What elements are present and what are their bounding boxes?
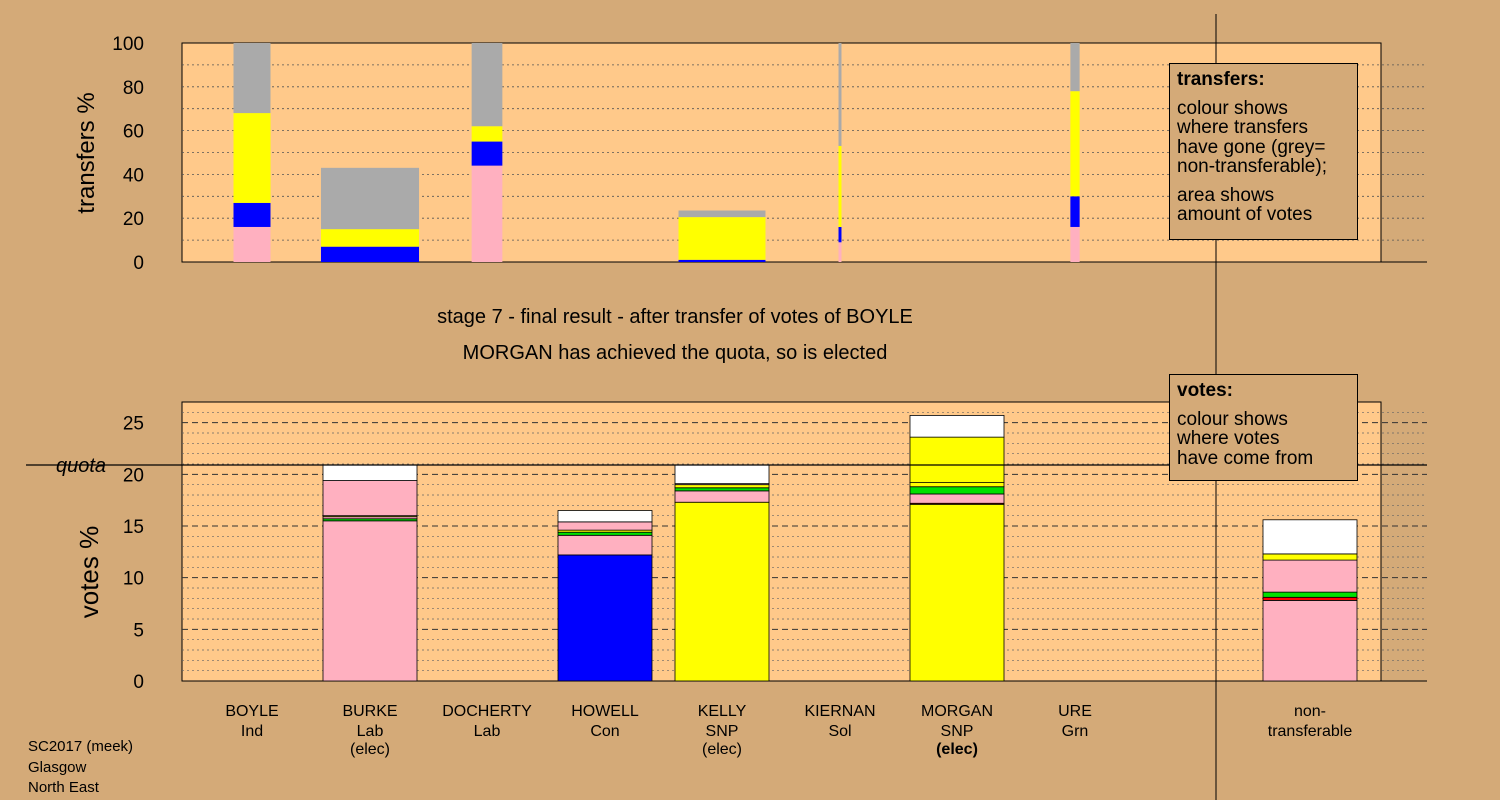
votes-y-axis-label: votes % [74, 526, 104, 619]
votes-y-tick: 10 [123, 569, 144, 590]
vote-bar-segment [557, 531, 653, 536]
candidate-party-label: SNP [706, 723, 739, 740]
candidate-name-label: HOWELL [571, 703, 639, 720]
transfer-bar-segment [320, 229, 420, 247]
vote-bar-segment [1262, 596, 1358, 601]
transfers-y-tick: 0 [133, 253, 144, 274]
candidate-name-label: KIERNAN [804, 703, 875, 720]
nontransferable-label-line-1: non- [1294, 703, 1326, 720]
legend-transfers-title: transfers: [1177, 69, 1265, 90]
vote-bar-segment [909, 436, 1005, 483]
transfer-bar-segment [678, 217, 766, 260]
candidate-status-label: (elec) [702, 741, 742, 758]
transfer-bar-segment [233, 43, 271, 114]
candidate-name-label: KELLY [698, 703, 747, 720]
transfers-y-tick: 20 [123, 209, 144, 230]
candidate-name-label: URE [1058, 703, 1092, 720]
candidate-party-label: Con [590, 723, 619, 740]
legend-votes-text-1: colour shows where votes have come from [1177, 408, 1314, 469]
vote-bar-segment [674, 487, 770, 492]
vote-bar-segment [557, 534, 653, 556]
legend-transfers-text-2: area shows amount of votes [1177, 184, 1313, 225]
vote-bar-segment [674, 464, 770, 485]
transfers-y-tick: 60 [123, 122, 144, 143]
candidate-party-label: Lab [357, 723, 384, 740]
legend-votes: votes: colour shows where votes have com… [1169, 374, 1358, 481]
vote-bar-segment [909, 493, 1005, 504]
footer-info: SC2017 (meek) Glasgow North East [28, 737, 133, 799]
stage-caption: stage 7 - final result - after transfer … [437, 306, 913, 328]
vote-bar-segment [557, 521, 653, 531]
transfer-bar-segment [471, 141, 503, 166]
vote-bar-segment [322, 520, 418, 682]
votes-y-tick: 20 [123, 465, 144, 486]
vote-bar-segment [557, 554, 653, 682]
transfer-bar-segment [1070, 196, 1080, 227]
votes-y-tick: 15 [123, 517, 144, 538]
candidate-party-label: SNP [941, 723, 974, 740]
transfer-bar-segment [233, 113, 271, 203]
candidate-party-label: Sol [828, 723, 851, 740]
transfer-bar-segment [471, 126, 503, 142]
transfer-bar-segment [678, 259, 766, 262]
footer-line-2: Glasgow [28, 758, 87, 776]
legend-votes-title: votes: [1177, 380, 1233, 401]
votes-y-tick: 25 [123, 414, 144, 435]
transfer-bar-segment [1070, 226, 1080, 262]
candidate-party-label: Grn [1062, 723, 1089, 740]
transfer-bar-segment [233, 226, 271, 262]
transfer-bar-segment [838, 242, 842, 262]
vote-bar-segment [909, 486, 1005, 495]
vote-bar-segment [909, 503, 1005, 682]
vote-bar-segment [674, 490, 770, 503]
candidate-status-label: (elec) [350, 741, 390, 758]
legend-transfers: transfers: colour shows where transfers … [1169, 63, 1358, 240]
transfer-bar-segment [678, 210, 766, 218]
transfers-y-axis-label: transfers % [73, 92, 100, 213]
vote-bar-segment [557, 510, 653, 523]
vote-bar-segment [909, 482, 1005, 488]
votes-y-tick: 5 [133, 620, 144, 641]
votes-y-tick: 0 [133, 672, 144, 693]
transfer-bar-segment [471, 43, 503, 127]
vote-bar-segment [1262, 553, 1358, 561]
result-caption: MORGAN has achieved the quota, so is ele… [462, 342, 888, 364]
transfer-bar-segment [838, 145, 842, 227]
vote-bar-segment [1262, 591, 1358, 598]
footer-line-1: SC2017 (meek) [28, 738, 134, 755]
transfer-bar-segment [838, 226, 842, 243]
vote-bar-segment [1262, 519, 1358, 555]
candidate-name-label: BURKE [342, 703, 397, 720]
candidate-name-label: DOCHERTY [442, 703, 532, 720]
transfer-bar-segment [1070, 43, 1080, 92]
candidate-party-label: Lab [474, 723, 501, 740]
nontransferable-label-line-2: transferable [1268, 723, 1353, 740]
vote-bar-segment [1262, 559, 1358, 593]
quota-label: quota [56, 455, 106, 477]
vote-bar-segment [322, 464, 418, 481]
transfer-bar-segment [320, 167, 420, 230]
transfer-bar-segment [320, 246, 420, 262]
transfers-y-tick: 80 [123, 78, 144, 99]
transfers-y-tick: 40 [123, 165, 144, 186]
transfers-y-tick: 100 [112, 34, 144, 55]
vote-bar-segment [1262, 600, 1358, 682]
transfer-bar-segment [233, 202, 271, 227]
legend-transfers-text-1: colour shows where transfers have gone (… [1177, 97, 1327, 177]
vote-bar-segment [909, 415, 1005, 438]
vote-bar-segment [674, 484, 770, 489]
candidate-status-label: (elec) [936, 741, 978, 758]
footer-line-3: North East [28, 779, 99, 796]
candidate-party-label: Ind [241, 723, 263, 740]
transfer-bar-segment [471, 165, 503, 262]
transfer-bar-segment [1070, 91, 1080, 197]
vote-bar-segment [674, 501, 770, 682]
transfer-bar-segment [838, 43, 842, 146]
candidate-name-label: MORGAN [921, 703, 993, 720]
candidate-name-label: BOYLE [225, 703, 278, 720]
vote-bar-segment [322, 480, 418, 517]
